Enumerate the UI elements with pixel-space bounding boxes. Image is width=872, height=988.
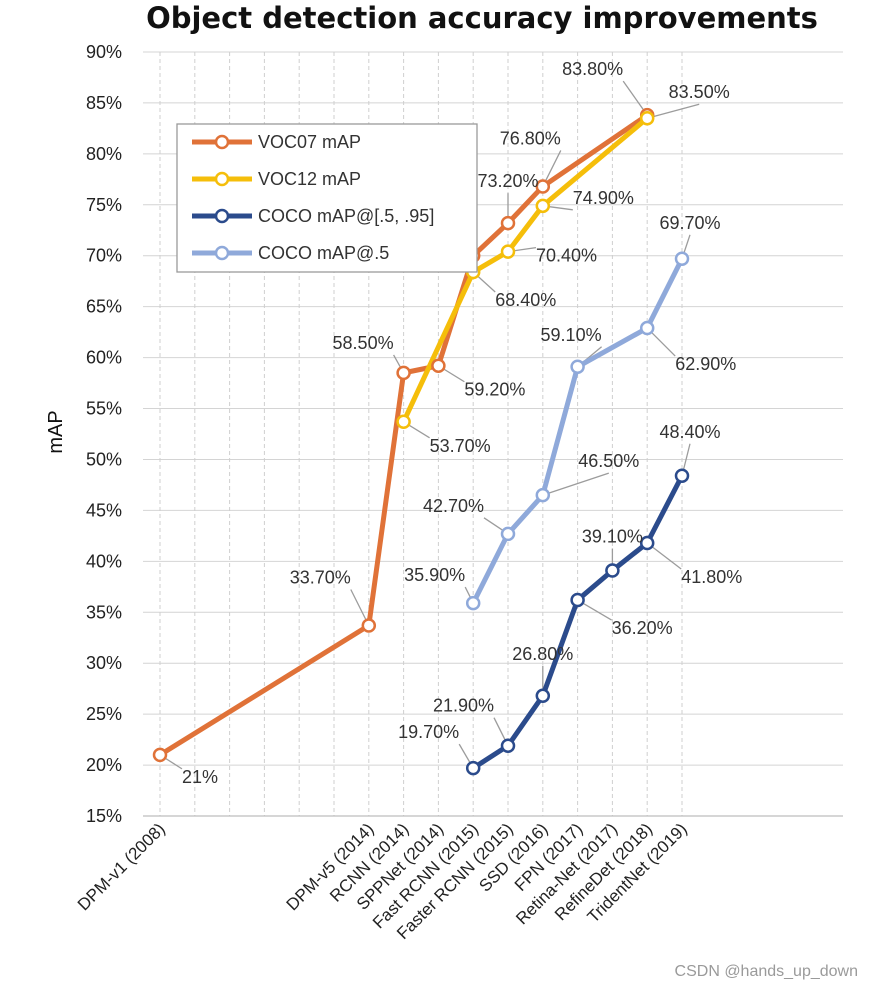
data-label-voc07-map: 21% [182,767,218,787]
data-point-coco-map-5-95 [639,535,655,551]
data-label-voc07-map: 83.80% [562,59,623,79]
data-label-coco-map-5: 62.90% [675,354,736,374]
x-tick-label: DPM-v1 (2008) [74,819,169,914]
y-tick-label: 35% [86,602,122,622]
data-point-voc07-map [152,747,168,763]
data-label-coco-map-5-95: 26.80% [512,644,573,664]
data-point-coco-map-5-95 [605,563,620,578]
data-point-coco-map-5 [674,251,690,267]
data-label-voc12-map: 53.70% [430,436,491,456]
data-label-voc07-map: 58.50% [333,333,394,353]
data-label-coco-map-5-95: 21.90% [433,696,494,716]
data-point-voc12-map [639,110,655,126]
x-axis-ticks: DPM-v1 (2008) DPM-v5 (2014)RCNN (2014)SPP… [74,819,691,943]
data-label-voc07-map: 33.70% [290,568,351,588]
data-label-coco-map-5-95: 19.70% [398,722,459,742]
y-tick-label: 20% [86,755,122,775]
legend-label: VOC12 mAP [258,169,361,189]
data-label-coco-map-5-95: 48.40% [659,422,720,442]
data-point-coco-map-5-95 [500,738,516,753]
y-axis-label: mAP [45,410,67,453]
data-label-voc12-map: 68.40% [495,290,556,310]
data-label-voc12-map: 74.90% [573,188,634,208]
legend-box [176,123,478,273]
label-leader [542,472,610,496]
watermark: CSDN @hands_up_down [675,963,858,980]
data-label-coco-map-5: 69.70% [659,213,720,233]
data-point-voc07-map [535,179,551,194]
y-tick-label: 70% [86,246,122,266]
data-point-coco-map-5-95 [570,592,585,608]
y-tick-label: 40% [86,551,122,571]
data-point-voc07-map [500,215,516,231]
legend-marker [214,171,230,187]
data-label-coco-map-5-95: 41.80% [681,567,742,587]
data-point-voc07-map [396,365,411,381]
y-tick-label: 75% [86,195,122,215]
data-point-voc07-map [431,358,446,373]
data-point-voc07-map [361,618,377,633]
data-label-voc07-map: 73.20% [477,171,538,191]
data-label-coco-map-5-95: 39.10% [582,527,643,547]
data-label-coco-map-5: 59.10% [541,325,602,345]
series-line-coco-map-5 [470,256,685,606]
data-point-coco-map-5-95 [674,468,690,484]
data-point-coco-map-5 [500,526,516,542]
legend-marker [214,134,230,150]
data-point-coco-map-5 [465,595,481,611]
data-point-coco-map-5 [639,320,655,336]
y-tick-label: 50% [86,449,122,469]
data-label-voc12-map: 83.50% [669,82,730,102]
chart-title: Object detection accuracy improvements [146,1,818,35]
y-tick-label: 90% [86,42,122,62]
y-tick-label: 25% [86,704,122,724]
data-label-coco-map-5: 42.70% [423,496,484,516]
data-point-coco-map-5 [570,359,585,375]
data-labels: 21%33.70%58.50%59.20%70%73.20%76.80%83.8… [182,59,742,787]
data-point-coco-map-5 [535,487,551,503]
y-axis-ticks: 15% 20% 25% 30% 35% 40% 45% 50% 55% 60% 65% 70% 75% 8… [86,42,122,826]
legend: VOC07 mAP VOC12 mAP COCO mAP@[.5, .95] COCO… [176,123,478,273]
data-label-voc07-map: 76.80% [500,128,561,148]
data-point-coco-map-5-95 [465,760,481,776]
y-tick-label: 30% [86,653,122,673]
data-point-voc12-map [500,244,516,259]
data-point-voc12-map [396,414,411,430]
data-label-coco-map-5: 46.50% [578,451,639,471]
y-tick-label: 80% [86,144,122,164]
data-point-coco-map-5-95 [535,688,551,704]
data-point-voc12-map [535,198,551,214]
legend-label: COCO mAP@[.5, .95] [258,206,434,226]
legend-label: VOC07 mAP [258,132,361,152]
y-tick-label: 65% [86,297,122,317]
y-tick-label: 45% [86,500,122,520]
data-label-coco-map-5-95: 36.20% [612,618,673,638]
data-label-coco-map-5: 35.90% [404,565,465,585]
legend-marker [214,245,230,261]
legend-label: COCO mAP@.5 [258,243,389,263]
y-tick-label: 55% [86,399,122,419]
y-tick-label: 15% [86,806,122,826]
data-label-voc12-map: 70.40% [536,246,597,266]
series-points [152,107,690,776]
legend-marker [214,208,230,224]
data-label-voc07-map: 59.20% [464,380,525,400]
label-leader [647,103,700,119]
y-tick-label: 85% [86,93,122,113]
y-tick-label: 60% [86,348,122,368]
